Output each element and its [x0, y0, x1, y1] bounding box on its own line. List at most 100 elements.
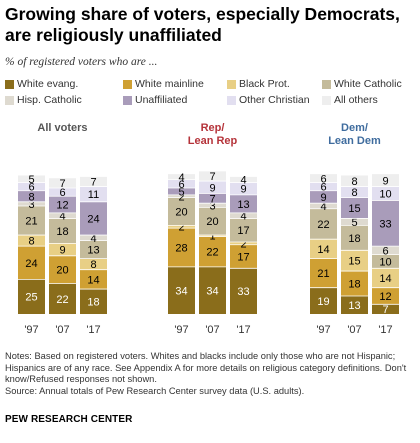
data-label-all-voters-97-other-christian: 6: [28, 182, 34, 194]
data-label-dem-lean-dem-07-other-christian: 8: [351, 187, 357, 199]
data-label-all-voters-97-unaffiliated: 8: [28, 191, 34, 203]
bar-dem-lean-dem-07-black-prot: [341, 250, 368, 272]
data-label-dem-lean-dem-17-all-others: 9: [382, 175, 388, 187]
data-label-dem-lean-dem-97-other-christian: 6: [320, 182, 326, 194]
data-label-dem-lean-dem-17-other-christian: 10: [379, 189, 391, 201]
bar-all-voters-07-other-christian: [49, 187, 76, 197]
x-tick-label-dem-lean-dem-07: '07: [347, 324, 361, 336]
legend-label-white-catholic: White Catholic: [334, 78, 402, 90]
data-label-dem-lean-dem-97-hisp-catholic: 4: [320, 201, 326, 213]
data-label-rep-lean-rep-17-all-others: 4: [240, 175, 246, 187]
legend-swatch-hisp-catholic: [5, 96, 14, 105]
data-label-dem-lean-dem-97-white-evang: 19: [317, 296, 329, 308]
bar-all-voters-97-all-others: [18, 175, 45, 183]
data-label-dem-lean-dem-97-all-others: 6: [320, 173, 326, 185]
bar-dem-lean-dem-97-white-evang: [310, 287, 337, 314]
data-label-all-voters-97-black-prot: 8: [28, 236, 34, 248]
data-label-all-voters-97-hisp-catholic: 3: [28, 199, 34, 211]
chart-title: Growing share of voters, especially Demo…: [5, 4, 400, 45]
chart-subtitle: % of registered voters who are ...: [5, 56, 158, 68]
bar-dem-lean-dem-07-all-others: [341, 175, 368, 187]
data-label-rep-lean-rep-97-black-prot: 2: [178, 222, 184, 234]
data-label-all-voters-17-unaffiliated: 24: [87, 213, 99, 225]
group-title-dem-lean-dem-line-1: Dem/: [341, 122, 368, 134]
bar-all-voters-07-black-prot: [49, 243, 76, 256]
data-label-dem-lean-dem-17-black-prot: 14: [379, 273, 391, 285]
data-label-rep-lean-rep-07-white-evang: 34: [206, 285, 218, 297]
legend-swatch-white-mainline: [123, 80, 132, 89]
legend-swatch-unaffiliated: [123, 96, 132, 105]
bar-all-voters-07-white-catholic: [49, 218, 76, 244]
bar-all-voters-17-white-catholic: [80, 240, 107, 259]
legend-label-black-prot: Black Prot.: [239, 78, 290, 90]
data-label-rep-lean-rep-97-all-others: 4: [178, 172, 184, 184]
data-label-all-voters-07-white-catholic: 18: [56, 226, 68, 238]
legend-label-white-mainline: White mainline: [135, 78, 204, 90]
x-tick-label-rep-lean-rep-97: '97: [174, 324, 188, 336]
bar-rep-lean-rep-07-other-christian: [199, 181, 226, 194]
bar-all-voters-17-hisp-catholic: [80, 235, 107, 241]
bar-dem-lean-dem-17-black-prot: [372, 268, 399, 288]
bar-all-voters-07-unaffiliated: [49, 196, 76, 213]
data-label-rep-lean-rep-17-white-catholic: 17: [237, 225, 249, 237]
x-tick-label-rep-lean-rep-07: '07: [205, 324, 219, 336]
data-label-dem-lean-dem-97-unaffiliated: 9: [320, 192, 326, 204]
notes-text: Notes: Based on registered voters. White…: [5, 351, 407, 385]
bar-all-voters-17-white-mainline: [80, 269, 107, 290]
data-label-dem-lean-dem-07-white-evang: 13: [348, 300, 360, 312]
legend-swatch-black-prot: [227, 80, 236, 89]
legend-label-all-others: All others: [334, 94, 378, 106]
data-label-dem-lean-dem-07-black-prot: 15: [348, 256, 360, 268]
data-label-rep-lean-rep-17-white-evang: 33: [237, 286, 249, 298]
stacked-bar-chart: All voters25248213865'97222091841267'071…: [18, 122, 399, 336]
data-label-dem-lean-dem-07-hisp-catholic: 5: [351, 217, 357, 229]
bar-all-voters-07-white-evang: [49, 283, 76, 314]
data-label-all-voters-17-white-mainline: 14: [87, 274, 99, 286]
data-label-dem-lean-dem-17-white-catholic: 10: [379, 256, 391, 268]
data-label-rep-lean-rep-07-white-mainline: 22: [206, 247, 218, 259]
group-title-rep-lean-rep-line-2: Lean Rep: [188, 135, 238, 147]
bar-rep-lean-rep-17-hisp-catholic: [230, 212, 257, 219]
data-label-all-voters-97-white-evang: 25: [25, 292, 37, 304]
bar-dem-lean-dem-07-white-mainline: [341, 271, 368, 296]
bar-rep-lean-rep-17-all-others: [230, 176, 257, 183]
data-label-rep-lean-rep-97-white-mainline: 28: [175, 243, 187, 255]
data-label-rep-lean-rep-17-white-mainline: 17: [237, 252, 249, 264]
data-label-all-voters-07-other-christian: 6: [59, 187, 65, 199]
data-label-dem-lean-dem-07-white-mainline: 18: [348, 279, 360, 291]
data-label-dem-lean-dem-97-white-mainline: 21: [317, 268, 329, 280]
bar-rep-lean-rep-97-white-mainline: [168, 228, 195, 267]
x-tick-label-all-voters-97: '97: [24, 324, 38, 336]
data-label-all-voters-07-unaffiliated: 12: [56, 200, 68, 212]
bar-rep-lean-rep-17-white-catholic: [230, 218, 257, 242]
bar-rep-lean-rep-07-white-evang: [199, 266, 226, 314]
bar-rep-lean-rep-97-other-christian: [168, 179, 195, 188]
bar-rep-lean-rep-17-other-christian: [230, 182, 257, 195]
bar-all-voters-97-white-mainline: [18, 246, 45, 280]
data-label-rep-lean-rep-17-black-prot: 2: [240, 238, 246, 250]
bar-rep-lean-rep-97-white-evang: [168, 266, 195, 314]
data-label-rep-lean-rep-97-other-christian: 6: [178, 179, 184, 191]
data-label-all-voters-07-hisp-catholic: 4: [59, 211, 65, 223]
brand-label: PEW RESEARCH CENTER: [5, 414, 133, 425]
group-title-rep-lean-rep-line-1: Rep/: [201, 122, 225, 134]
bar-dem-lean-dem-07-white-catholic: [341, 225, 368, 251]
bar-all-voters-97-other-christian: [18, 182, 45, 191]
data-label-rep-lean-rep-07-black-prot: 1: [209, 231, 215, 243]
bar-rep-lean-rep-97-hisp-catholic: [168, 194, 195, 198]
legend-swatch-all-others: [322, 96, 331, 105]
data-label-dem-lean-dem-07-all-others: 8: [351, 176, 357, 188]
bar-rep-lean-rep-97-white-catholic: [168, 197, 195, 226]
bar-rep-lean-rep-17-unaffiliated: [230, 194, 257, 213]
bar-rep-lean-rep-17-black-prot: [230, 241, 257, 245]
data-label-dem-lean-dem-17-white-evang: 7: [382, 304, 388, 316]
data-label-rep-lean-rep-17-hisp-catholic: 4: [240, 211, 246, 223]
legend-label-other-christian: Other Christian: [239, 94, 310, 106]
data-label-dem-lean-dem-17-unaffiliated: 33: [379, 218, 391, 230]
bar-rep-lean-rep-07-all-others: [199, 171, 226, 182]
bar-dem-lean-dem-17-white-mainline: [372, 287, 399, 305]
bar-all-voters-17-white-evang: [80, 289, 107, 314]
bar-rep-lean-rep-07-unaffiliated: [199, 193, 226, 204]
bar-rep-lean-rep-17-white-mainline: [230, 244, 257, 269]
data-label-dem-lean-dem-07-unaffiliated: 15: [348, 203, 360, 215]
